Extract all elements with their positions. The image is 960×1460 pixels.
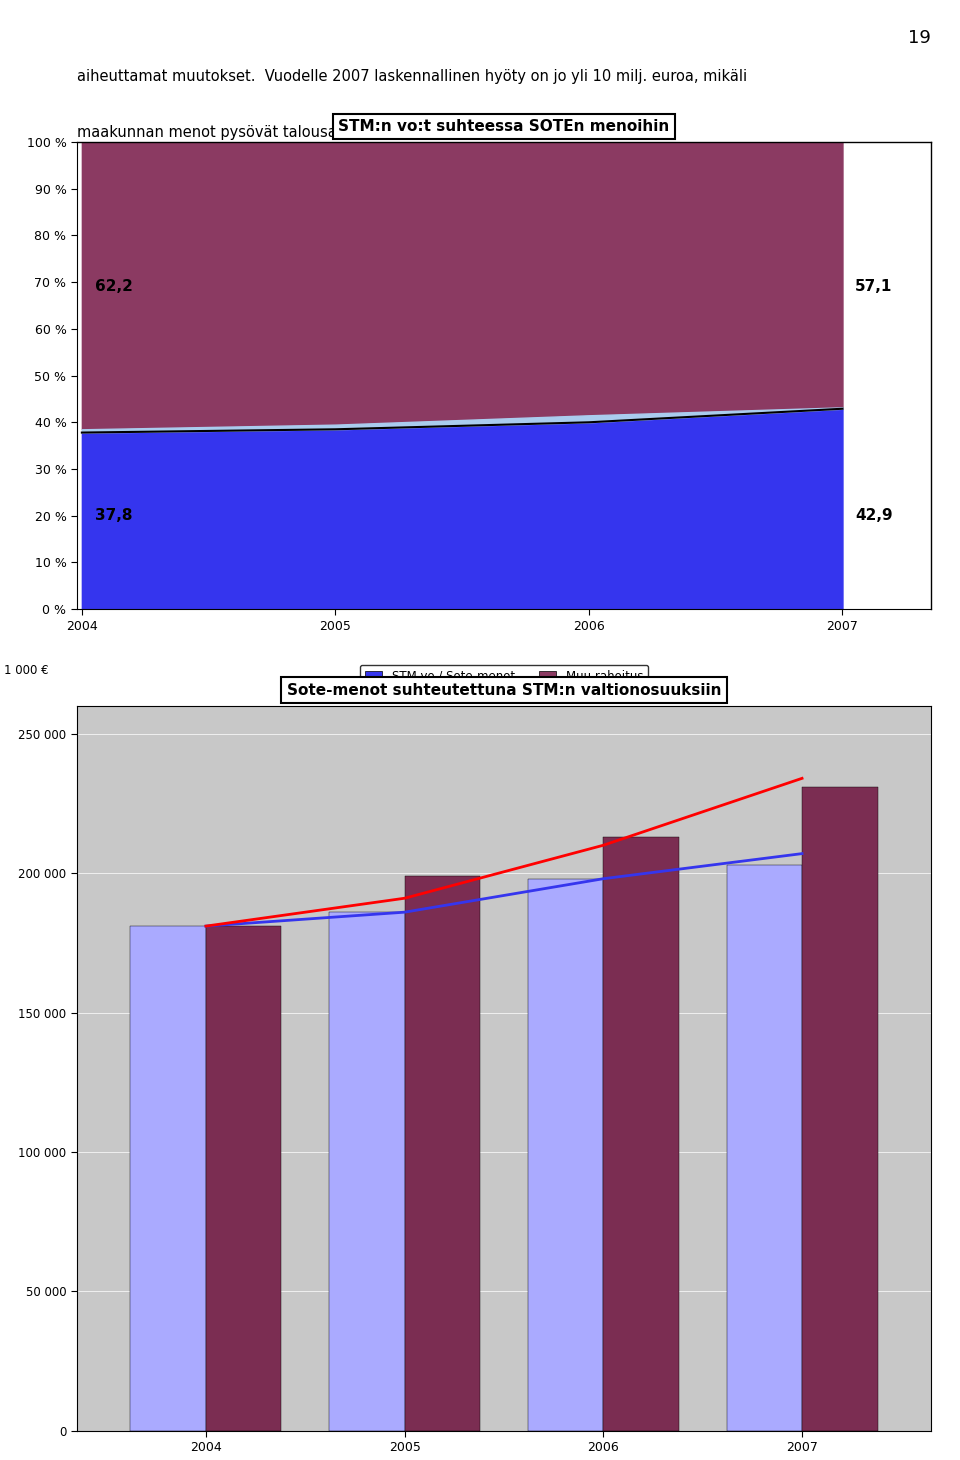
Text: 42,9: 42,9 <box>855 508 893 523</box>
Text: 1 000 €: 1 000 € <box>4 664 49 677</box>
Text: 62,2: 62,2 <box>94 279 132 295</box>
Legend: STM vo / Sote-menot, Muu rahoitus: STM vo / Sote-menot, Muu rahoitus <box>360 664 648 688</box>
Bar <box>528 879 603 1431</box>
Text: maakunnan menot pysövät talousarvion raamissa.: maakunnan menot pysövät talousarvion raa… <box>77 126 450 140</box>
Text: 19: 19 <box>908 29 931 47</box>
Bar <box>206 926 281 1431</box>
Title: Sote-menot suhteutettuna STM:n valtionosuuksiin: Sote-menot suhteutettuna STM:n valtionos… <box>287 683 721 698</box>
Bar <box>727 864 802 1431</box>
Text: aiheuttamat muutokset.  Vuodelle 2007 laskennallinen hyöty on jo yli 10 milj. eu: aiheuttamat muutokset. Vuodelle 2007 las… <box>77 69 747 83</box>
Bar <box>802 787 877 1431</box>
Bar <box>405 876 480 1431</box>
Bar <box>329 912 405 1431</box>
Text: 57,1: 57,1 <box>855 279 893 295</box>
Title: STM:n vo:t suhteessa SOTEn menoihin: STM:n vo:t suhteessa SOTEn menoihin <box>338 118 670 134</box>
Bar <box>603 837 679 1431</box>
Bar <box>131 926 206 1431</box>
Text: 37,8: 37,8 <box>94 508 132 523</box>
